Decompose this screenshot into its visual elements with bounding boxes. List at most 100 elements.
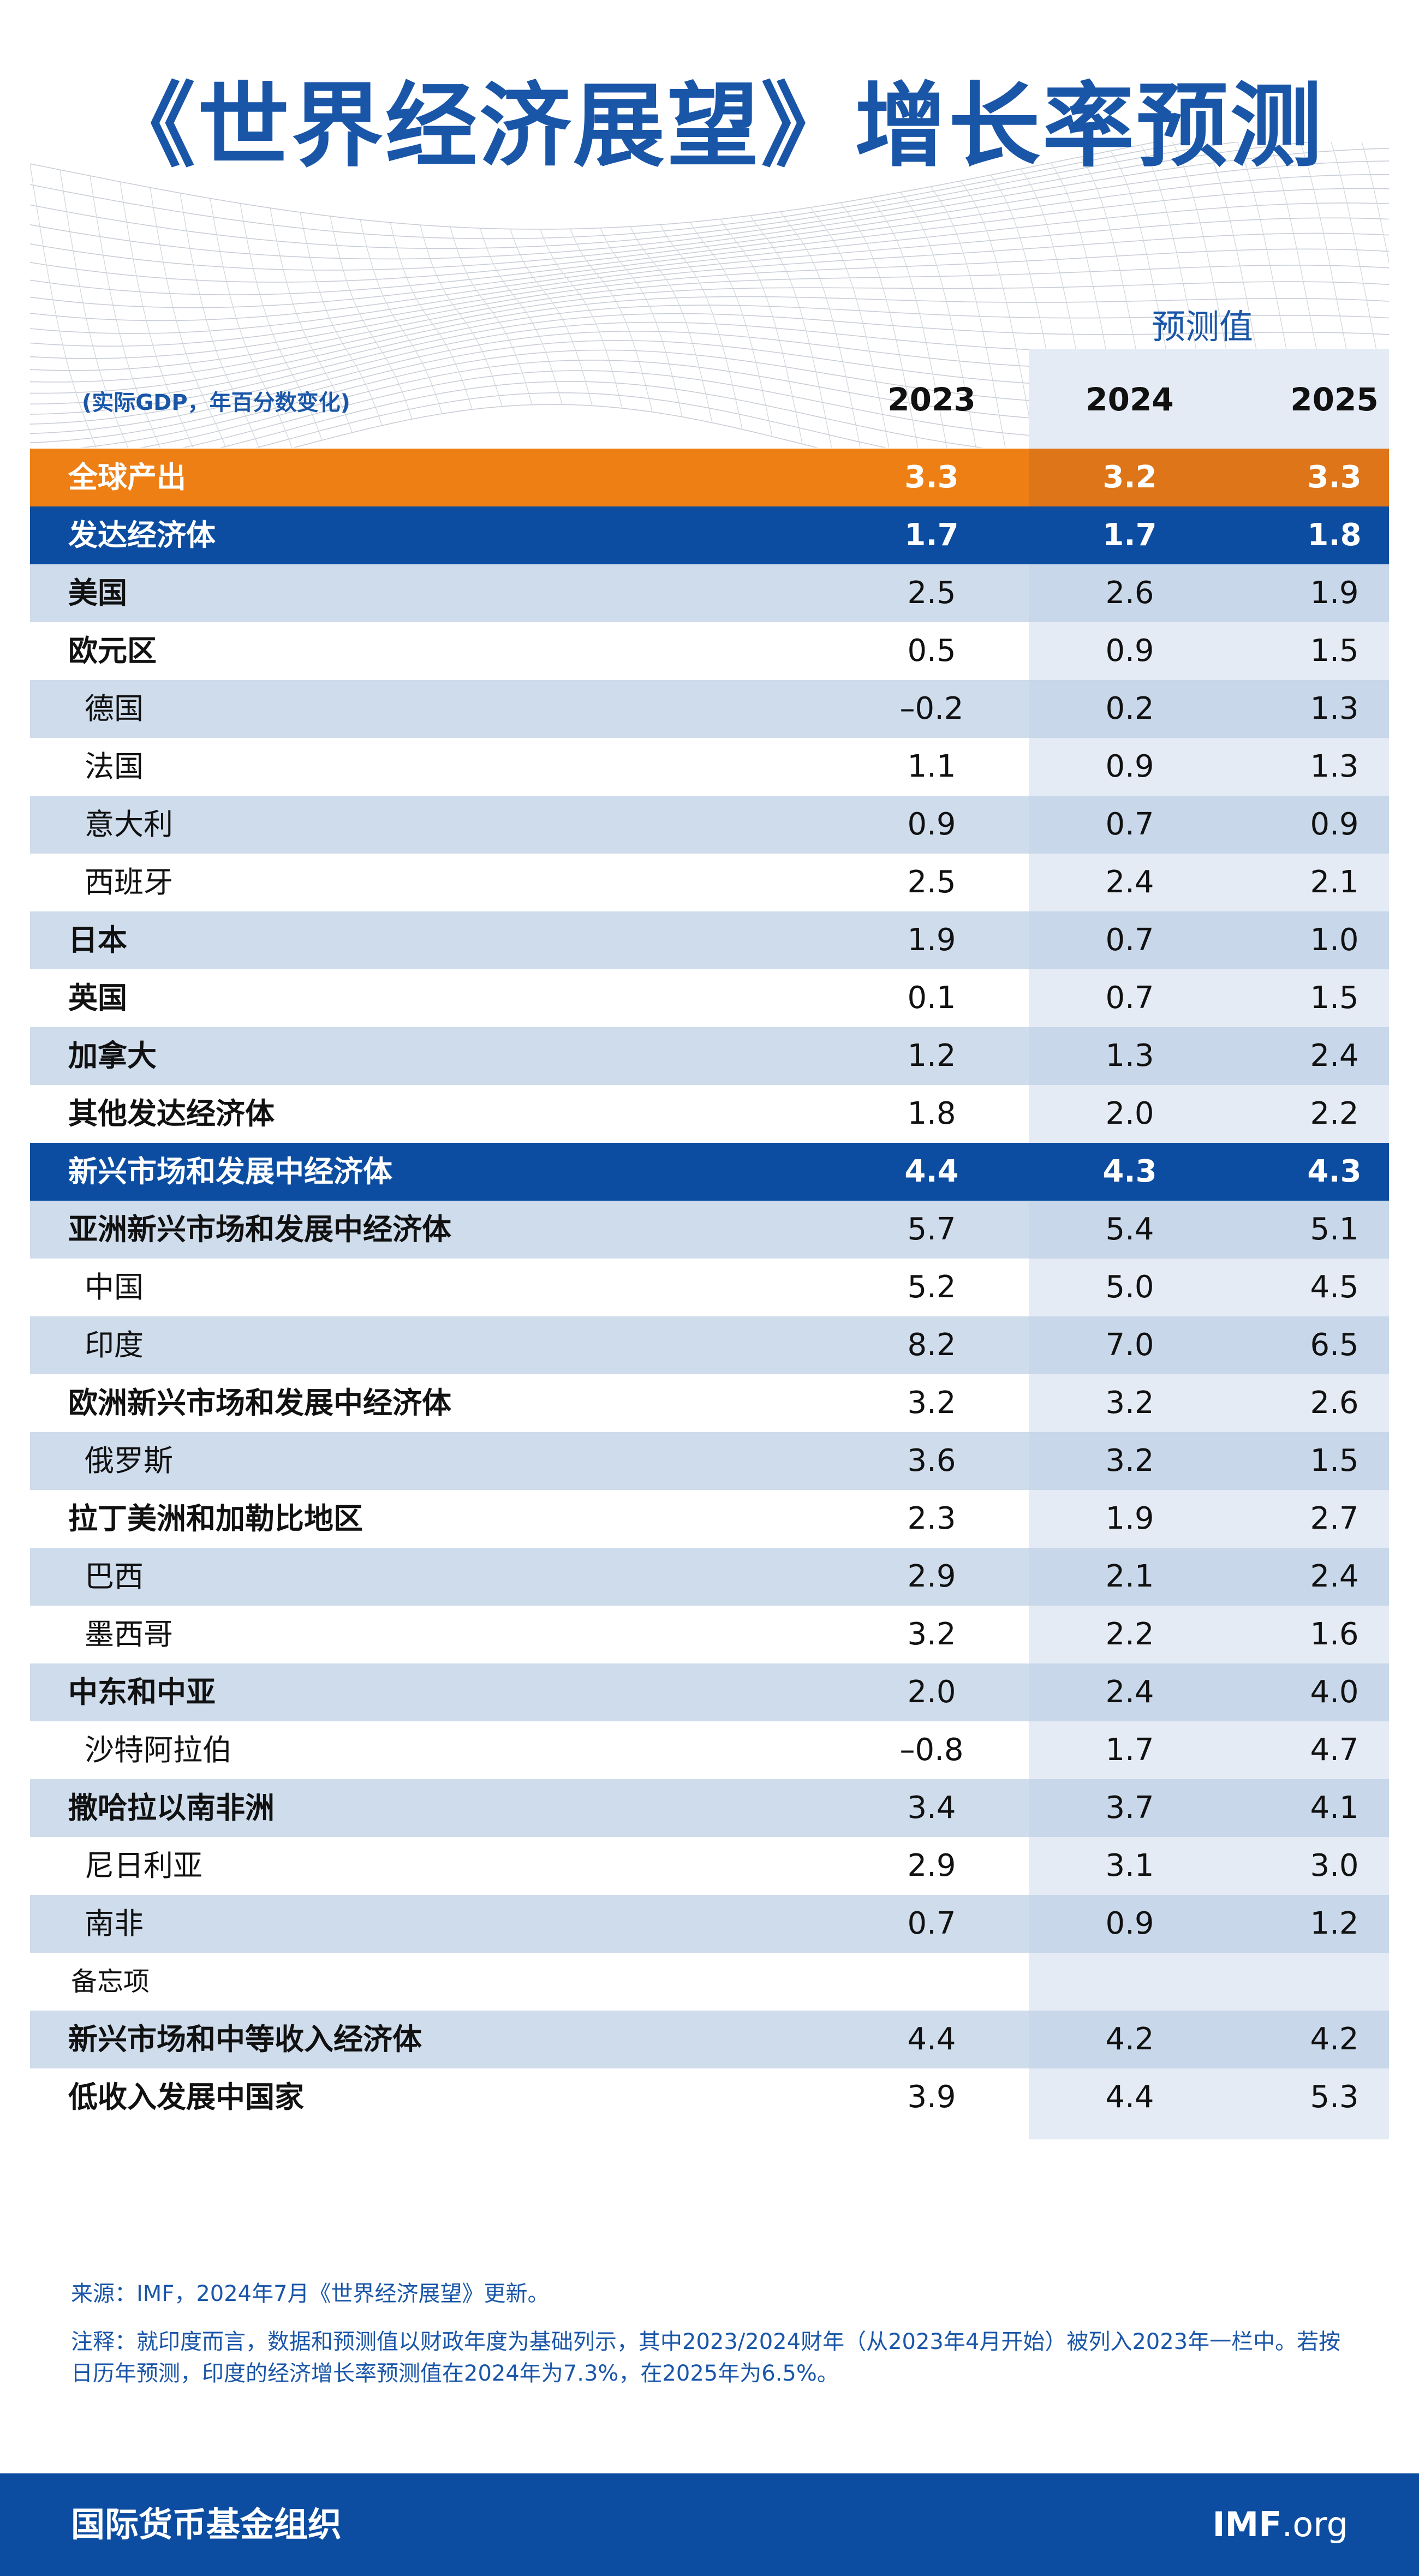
row-label: 沙特阿拉伯 bbox=[85, 1733, 232, 1767]
row-label: 其他发达经济体 bbox=[68, 1096, 275, 1131]
year-header-2025: 2025 bbox=[1290, 381, 1379, 418]
mesh-line bbox=[1331, 142, 1389, 412]
table-row: 英国 0.1 0.7 1.5 bbox=[30, 969, 1389, 1027]
value-2023: 1.1 bbox=[907, 749, 956, 784]
value-2024: 2.0 bbox=[1105, 1096, 1154, 1131]
mesh-line bbox=[750, 215, 832, 448]
value-2025: 4.3 bbox=[1307, 1154, 1362, 1189]
value-2025 bbox=[1280, 1953, 1389, 2011]
row-label: 新兴市场和中等收入经济体 bbox=[68, 2022, 422, 2056]
table-row: 欧洲新兴市场和发展中经济体 3.2 3.2 2.6 bbox=[30, 1374, 1389, 1432]
value-2025: 1.3 bbox=[1310, 749, 1359, 784]
value-2023: 8.2 bbox=[907, 1327, 956, 1363]
value-2024: 2.4 bbox=[1105, 1674, 1154, 1710]
mesh-line bbox=[570, 229, 653, 412]
value-2024: 0.7 bbox=[1105, 980, 1154, 1016]
row-label: 备忘项 bbox=[71, 1966, 150, 1997]
value-2024: 5.0 bbox=[1105, 1269, 1154, 1305]
row-label: 美国 bbox=[68, 576, 127, 610]
value-2023 bbox=[877, 1953, 986, 2011]
table-row: 日本 1.9 0.7 1.0 bbox=[30, 911, 1389, 969]
value-2023: 2.9 bbox=[907, 1848, 956, 1883]
table-row: 全球产出 3.3 3.2 3.3 bbox=[30, 449, 1389, 506]
mesh-line bbox=[120, 181, 193, 448]
value-2024: 2.4 bbox=[1105, 864, 1154, 900]
row-label: 拉丁美洲和加勒比地区 bbox=[68, 1501, 363, 1536]
row-label: 加拿大 bbox=[68, 1039, 157, 1073]
value-2025: 2.4 bbox=[1310, 1038, 1359, 1074]
value-2024: 2.6 bbox=[1105, 575, 1154, 611]
value-2024: 0.7 bbox=[1105, 807, 1154, 842]
value-2025: 1.3 bbox=[1310, 691, 1359, 726]
table-row: 加拿大 1.2 1.3 2.4 bbox=[30, 1027, 1389, 1085]
row-label: 德国 bbox=[85, 691, 144, 726]
row-label: 西班牙 bbox=[85, 865, 173, 899]
value-2023: 2.9 bbox=[907, 1559, 956, 1594]
mesh-line bbox=[480, 228, 563, 405]
mesh-line bbox=[720, 219, 803, 444]
row-label: 英国 bbox=[68, 981, 127, 1015]
mesh-line bbox=[1361, 142, 1389, 265]
value-2024: 0.9 bbox=[1105, 1906, 1154, 1941]
mesh-line bbox=[30, 217, 1389, 334]
table-row: 撒哈拉以南非洲 3.4 3.7 4.1 bbox=[30, 1779, 1389, 1837]
table-row: 新兴市场和中等收入经济体 4.4 4.2 4.2 bbox=[30, 2011, 1389, 2068]
mesh-line bbox=[30, 142, 1240, 249]
table-row: 俄罗斯 3.6 3.2 1.5 bbox=[30, 1432, 1389, 1490]
mesh-line bbox=[30, 174, 1389, 295]
value-2024: 3.2 bbox=[1105, 1385, 1154, 1421]
footnote: 注释：就印度而言，数据和预测值以财政年度为基础列示，其中2023/2024财年（… bbox=[71, 2329, 1341, 2386]
value-2025: 2.4 bbox=[1310, 1559, 1359, 1594]
table-row: 西班牙 2.5 2.4 2.1 bbox=[30, 854, 1389, 911]
mesh-line bbox=[30, 142, 1194, 240]
world-forecast-shade bbox=[1029, 449, 1389, 506]
table-row: 南非 0.7 0.9 1.2 bbox=[30, 1895, 1389, 1953]
table-row: 发达经济体 1.7 1.7 1.8 bbox=[30, 506, 1389, 564]
mesh-line bbox=[660, 224, 743, 430]
value-2024: 2.2 bbox=[1105, 1617, 1154, 1652]
table-row: 尼日利亚 2.9 3.1 3.0 bbox=[30, 1837, 1389, 1895]
value-2024: 1.9 bbox=[1105, 1501, 1154, 1536]
value-2023: 5.2 bbox=[907, 1269, 956, 1305]
value-2024: 0.9 bbox=[1105, 749, 1154, 784]
value-2024: 0.9 bbox=[1105, 633, 1154, 669]
table-row: 巴西 2.9 2.1 2.4 bbox=[30, 1548, 1389, 1606]
value-2024: 1.7 bbox=[1105, 1732, 1154, 1768]
imf-website-link[interactable]: IMF.org bbox=[1212, 2473, 1348, 2576]
mesh-line bbox=[900, 192, 976, 448]
mesh-line bbox=[30, 248, 1389, 359]
mesh-line bbox=[840, 202, 919, 448]
value-2024: 3.2 bbox=[1102, 460, 1157, 495]
value-2025: 4.2 bbox=[1310, 2022, 1359, 2057]
table-row: 中国 5.2 5.0 4.5 bbox=[30, 1259, 1389, 1316]
mesh-line bbox=[219, 381, 1389, 448]
row-label: 日本 bbox=[68, 923, 127, 957]
table-row: 低收入发展中国家 3.9 4.4 5.3 bbox=[30, 2068, 1389, 2126]
mesh-line bbox=[630, 226, 713, 423]
mesh-line bbox=[30, 142, 1159, 230]
row-label: 发达经济体 bbox=[68, 518, 216, 552]
mesh-line bbox=[390, 222, 473, 410]
value-2025: 4.5 bbox=[1310, 1269, 1359, 1305]
value-2025: 3.0 bbox=[1310, 1848, 1359, 1883]
table-row: 墨西哥 3.2 2.2 1.6 bbox=[30, 1606, 1389, 1663]
value-2025: 2.6 bbox=[1310, 1385, 1359, 1421]
row-label: 亚洲新兴市场和发展中经济体 bbox=[68, 1212, 451, 1247]
value-2023: 4.4 bbox=[904, 1154, 959, 1189]
value-2024: 0.7 bbox=[1105, 922, 1154, 958]
row-label: 欧洲新兴市场和发展中经济体 bbox=[68, 1386, 451, 1420]
value-2025: 2.1 bbox=[1310, 864, 1359, 900]
row-label: 撒哈拉以南非洲 bbox=[68, 1791, 275, 1825]
table-subtitle: (实际GDP，年百分数变化) bbox=[82, 390, 350, 415]
value-2024: 1.7 bbox=[1102, 517, 1157, 553]
mesh-line bbox=[300, 212, 383, 426]
value-2023: 3.4 bbox=[907, 1790, 956, 1826]
mesh-line bbox=[930, 186, 1006, 448]
value-2024: 3.7 bbox=[1105, 1790, 1154, 1826]
mesh-line bbox=[360, 219, 443, 414]
value-2024 bbox=[1075, 1953, 1184, 2011]
table-row: 欧元区 0.5 0.9 1.5 bbox=[30, 622, 1389, 680]
site-main: IMF bbox=[1212, 2505, 1282, 2544]
year-header-2023: 2023 bbox=[887, 381, 976, 418]
org-name: 国际货币基金组织 bbox=[71, 2505, 342, 2544]
